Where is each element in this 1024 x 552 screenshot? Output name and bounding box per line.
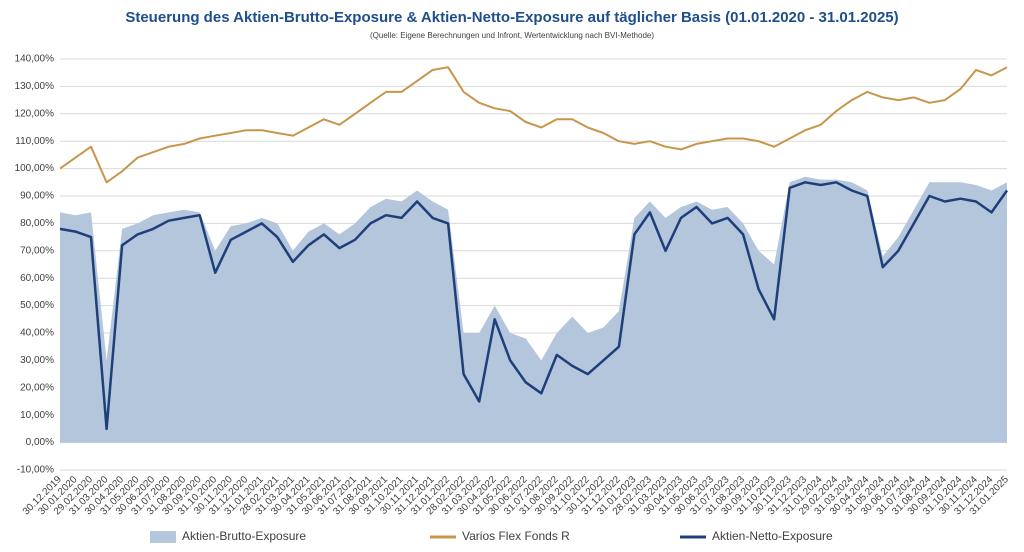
y-tick-label: 60,00%	[20, 273, 54, 284]
legend-label: Aktien-Brutto-Exposure	[182, 529, 306, 543]
y-tick-label: 130,00%	[15, 81, 55, 92]
area	[60, 176, 1007, 443]
y-tick-label: -10,00%	[17, 465, 54, 476]
y-tick-label: 30,00%	[20, 355, 54, 366]
y-tick-label: 80,00%	[20, 218, 54, 229]
y-tick-label: 110,00%	[15, 136, 54, 147]
y-tick-label: 120,00%	[15, 108, 55, 119]
y-tick-label: 90,00%	[20, 191, 54, 202]
y-tick-label: 70,00%	[20, 245, 54, 256]
y-tick-label: 50,00%	[20, 300, 54, 311]
y-tick-label: 10,00%	[20, 410, 54, 421]
line	[59, 66, 1008, 184]
y-tick-label: 40,00%	[20, 328, 54, 339]
line	[59, 181, 1009, 431]
legend-label: Varios Flex Fonds R	[462, 529, 570, 543]
chart-title: Steuerung des Aktien-Brutto-Exposure & A…	[125, 9, 898, 26]
y-tick-label: 20,00%	[20, 382, 54, 393]
y-tick-label: 140,00%	[15, 54, 55, 65]
y-tick-label: 100,00%	[15, 163, 55, 174]
legend-label: Aktien-Netto-Exposure	[712, 529, 833, 543]
legend-swatch	[150, 531, 176, 543]
chart-subtitle: (Quelle: Eigene Berechnungen und Infront…	[370, 31, 654, 40]
y-tick-label: 0,00%	[26, 437, 54, 448]
